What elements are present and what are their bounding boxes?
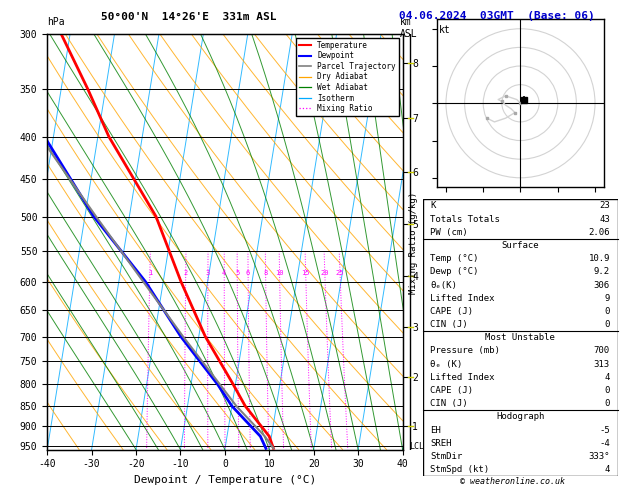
Text: StmDir: StmDir [430,452,463,461]
Text: ASL: ASL [399,29,417,39]
Text: -5: -5 [599,426,610,434]
Text: 333°: 333° [588,452,610,461]
Text: hPa: hPa [47,17,65,27]
Text: 4: 4 [222,270,226,276]
Text: 2.06: 2.06 [588,228,610,237]
Text: CIN (J): CIN (J) [430,320,468,329]
Text: Temp (°C): Temp (°C) [430,254,479,263]
Text: 0: 0 [604,386,610,395]
Text: 04.06.2024  03GMT  (Base: 06): 04.06.2024 03GMT (Base: 06) [399,11,595,21]
Text: 15: 15 [301,270,310,276]
Text: 0: 0 [604,320,610,329]
Legend: Temperature, Dewpoint, Parcel Trajectory, Dry Adiabat, Wet Adiabat, Isotherm, Mi: Temperature, Dewpoint, Parcel Trajectory… [296,38,399,116]
Text: -4: -4 [599,439,610,448]
Text: 8: 8 [264,270,268,276]
Text: kt: kt [438,25,450,35]
Text: 50°00'N  14°26'E  331m ASL: 50°00'N 14°26'E 331m ASL [101,12,277,22]
Text: CAPE (J): CAPE (J) [430,307,474,316]
Text: CAPE (J): CAPE (J) [430,386,474,395]
X-axis label: Dewpoint / Temperature (°C): Dewpoint / Temperature (°C) [134,475,316,485]
Text: θₑ (K): θₑ (K) [430,360,463,369]
Text: 9: 9 [604,294,610,303]
Text: PW (cm): PW (cm) [430,228,468,237]
Text: 0: 0 [604,307,610,316]
Text: Totals Totals: Totals Totals [430,214,500,224]
Text: Lifted Index: Lifted Index [430,373,495,382]
Text: Hodograph: Hodograph [496,413,544,421]
Text: 700: 700 [594,347,610,355]
Text: SREH: SREH [430,439,452,448]
Text: 0: 0 [604,399,610,408]
Text: Mixing Ratio (g/kg): Mixing Ratio (g/kg) [409,192,418,294]
Text: 4: 4 [604,465,610,474]
Text: Dewp (°C): Dewp (°C) [430,267,479,277]
Text: 313: 313 [594,360,610,369]
Text: 5: 5 [235,270,240,276]
Text: K: K [430,201,436,210]
Text: 25: 25 [336,270,344,276]
Text: 10.9: 10.9 [588,254,610,263]
Text: 20: 20 [321,270,329,276]
Text: km: km [399,17,411,27]
Text: CIN (J): CIN (J) [430,399,468,408]
Text: 23: 23 [599,201,610,210]
Text: 43: 43 [599,214,610,224]
Text: θₑ(K): θₑ(K) [430,280,457,290]
Text: LCL: LCL [409,442,425,451]
Text: 3: 3 [206,270,210,276]
Text: Surface: Surface [501,241,539,250]
Text: Most Unstable: Most Unstable [485,333,555,342]
Text: 306: 306 [594,280,610,290]
Text: 9.2: 9.2 [594,267,610,277]
Text: 10: 10 [276,270,284,276]
Text: 4: 4 [604,373,610,382]
Text: 2: 2 [184,270,188,276]
Text: 1: 1 [148,270,152,276]
Text: EH: EH [430,426,441,434]
Text: Lifted Index: Lifted Index [430,294,495,303]
Text: Pressure (mb): Pressure (mb) [430,347,500,355]
Text: © weatheronline.co.uk: © weatheronline.co.uk [460,477,565,486]
Text: StmSpd (kt): StmSpd (kt) [430,465,489,474]
Text: 6: 6 [246,270,250,276]
